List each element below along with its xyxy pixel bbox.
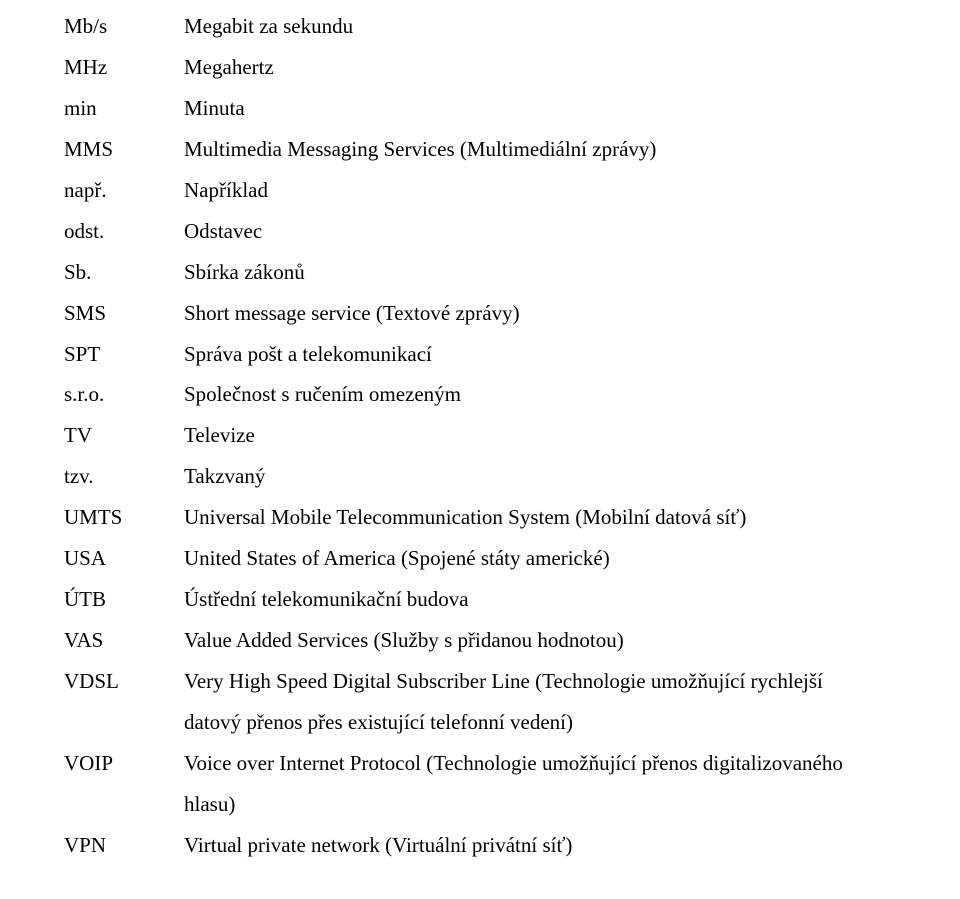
entry-row: UMTS Universal Mobile Telecommunication …	[64, 497, 896, 538]
abbreviation-list: Mb/s Megabit za sekundu MHz Megahertz mi…	[0, 0, 960, 899]
abbr-definition: Takzvaný	[184, 456, 896, 497]
abbr-definition: Megabit za sekundu	[184, 6, 896, 47]
abbr-definition: Voice over Internet Protocol (Technologi…	[184, 743, 896, 784]
abbr-term: např.	[64, 170, 184, 211]
entry-row: tzv. Takzvaný	[64, 456, 896, 497]
entry-row: VPN Virtual private network (Virtuální p…	[64, 825, 896, 866]
entry-row: VAS Value Added Services (Služby s přida…	[64, 620, 896, 661]
entry-row: MHz Megahertz	[64, 47, 896, 88]
entry-row: min Minuta	[64, 88, 896, 129]
abbr-definition: United States of America (Spojené státy …	[184, 538, 896, 579]
entry-row: odst. Odstavec	[64, 211, 896, 252]
abbr-definition: Například	[184, 170, 896, 211]
entry-row: např. Například	[64, 170, 896, 211]
abbr-term: tzv.	[64, 456, 184, 497]
abbr-definition: Správa pošt a telekomunikací	[184, 334, 896, 375]
abbr-definition: Value Added Services (Služby s přidanou …	[184, 620, 896, 661]
abbr-term: USA	[64, 538, 184, 579]
abbr-definition: Megahertz	[184, 47, 896, 88]
abbr-term: MHz	[64, 47, 184, 88]
abbr-term: SMS	[64, 293, 184, 334]
abbr-definition: Odstavec	[184, 211, 896, 252]
entry-row: MMS Multimedia Messaging Services (Multi…	[64, 129, 896, 170]
entry-row: s.r.o. Společnost s ručením omezeným	[64, 374, 896, 415]
entry-row: SPT Správa pošt a telekomunikací	[64, 334, 896, 375]
abbr-definition: Minuta	[184, 88, 896, 129]
entry-row: TV Televize	[64, 415, 896, 456]
abbr-definition: Ústřední telekomunikační budova	[184, 579, 896, 620]
abbr-definition: Multimedia Messaging Services (Multimedi…	[184, 129, 896, 170]
abbr-term: min	[64, 88, 184, 129]
abbr-definition: Televize	[184, 415, 896, 456]
abbr-term: Sb.	[64, 252, 184, 293]
abbr-term: TV	[64, 415, 184, 456]
abbr-definition-continuation: hlasu)	[184, 784, 896, 825]
entry-row: USA United States of America (Spojené st…	[64, 538, 896, 579]
abbr-term: ÚTB	[64, 579, 184, 620]
abbr-definition-continuation: datový přenos přes existující telefonní …	[184, 702, 896, 743]
abbr-term: odst.	[64, 211, 184, 252]
abbr-definition: Universal Mobile Telecommunication Syste…	[184, 497, 896, 538]
abbr-term: VPN	[64, 825, 184, 866]
abbr-term: s.r.o.	[64, 374, 184, 415]
abbr-definition: Sbírka zákonů	[184, 252, 896, 293]
abbr-definition: Short message service (Textové zprávy)	[184, 293, 896, 334]
abbr-term: MMS	[64, 129, 184, 170]
entry-row: ÚTB Ústřední telekomunikační budova	[64, 579, 896, 620]
entry-row: SMS Short message service (Textové zpráv…	[64, 293, 896, 334]
abbr-term: Mb/s	[64, 6, 184, 47]
abbr-definition: Virtual private network (Virtuální privá…	[184, 825, 896, 866]
abbr-term: VOIP	[64, 743, 184, 784]
abbr-definition: Společnost s ručením omezeným	[184, 374, 896, 415]
entry-row: Sb. Sbírka zákonů	[64, 252, 896, 293]
abbr-term: VDSL	[64, 661, 184, 702]
entry-row: VDSL Very High Speed Digital Subscriber …	[64, 661, 896, 702]
entry-row: Mb/s Megabit za sekundu	[64, 6, 896, 47]
abbr-term: VAS	[64, 620, 184, 661]
abbr-term: UMTS	[64, 497, 184, 538]
entry-row: VOIP Voice over Internet Protocol (Techn…	[64, 743, 896, 784]
abbr-term: SPT	[64, 334, 184, 375]
abbr-definition: Very High Speed Digital Subscriber Line …	[184, 661, 896, 702]
